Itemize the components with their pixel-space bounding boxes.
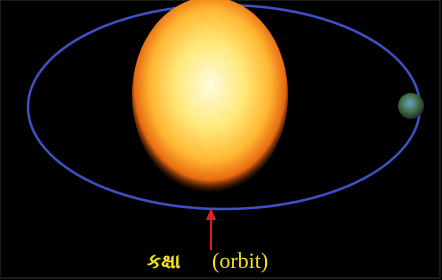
label-gujarati: કક્ષા: [147, 249, 181, 273]
label-english: (orbit): [212, 248, 268, 273]
earth: [398, 93, 424, 119]
page: કક્ષા (orbit) (() => { const data = JSON…: [0, 0, 442, 280]
diagram: કક્ષા (orbit): [0, 0, 442, 280]
sun: [132, 0, 288, 193]
